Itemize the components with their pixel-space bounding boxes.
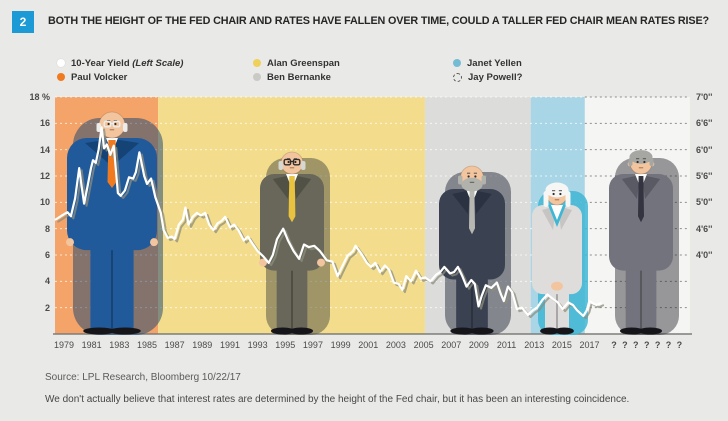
eye bbox=[559, 192, 562, 196]
lapel bbox=[621, 175, 640, 199]
figure-ben-bernanke bbox=[439, 165, 511, 335]
shoe bbox=[540, 327, 560, 335]
shoe bbox=[619, 327, 644, 335]
legend-item-janet-yellen: Janet Yellen bbox=[453, 57, 522, 69]
footnote: We don't actually believe that interest … bbox=[45, 394, 630, 405]
hair bbox=[301, 161, 306, 170]
hair bbox=[545, 182, 569, 198]
paul-volcker-swatch-icon bbox=[57, 73, 65, 81]
hand bbox=[150, 238, 158, 247]
legend-item-alan-greenspan: Alan Greenspan bbox=[253, 57, 340, 69]
hand bbox=[259, 258, 267, 267]
hair bbox=[543, 191, 549, 207]
hair bbox=[96, 123, 101, 132]
lapel bbox=[642, 175, 661, 199]
legend-item-ben-bernanke: Ben Bernanke bbox=[253, 71, 331, 83]
janet-yellen-swatch-icon bbox=[453, 59, 461, 67]
lapel bbox=[272, 175, 291, 199]
legend-label: Alan Greenspan bbox=[267, 57, 340, 69]
ben-bernanke-swatch-icon bbox=[253, 73, 261, 81]
legend-item-jay-powell: Jay Powell? bbox=[453, 71, 522, 83]
hair bbox=[565, 191, 571, 207]
lapel bbox=[473, 190, 492, 214]
hair bbox=[628, 158, 633, 166]
legend-label: Ben Bernanke bbox=[267, 71, 331, 83]
eye bbox=[287, 160, 290, 164]
shoe bbox=[270, 327, 295, 335]
lapel bbox=[113, 139, 139, 163]
legend-label: Jay Powell? bbox=[468, 71, 523, 83]
eye bbox=[107, 122, 110, 126]
legend-item-10-year-yield: 10-Year Yield (Left Scale) bbox=[57, 57, 183, 69]
legend-label: 10-Year Yield (Left Scale) bbox=[71, 57, 184, 69]
tie bbox=[469, 191, 475, 235]
legs bbox=[276, 252, 308, 330]
hair bbox=[458, 175, 463, 185]
slide-number-badge: 2 bbox=[12, 11, 34, 33]
lapel bbox=[293, 175, 312, 199]
eye bbox=[474, 175, 477, 178]
hair bbox=[123, 123, 128, 132]
hand bbox=[66, 238, 74, 247]
legend-label: Janet Yellen bbox=[467, 57, 522, 69]
hair bbox=[278, 161, 283, 170]
hand bbox=[317, 258, 325, 267]
shoe bbox=[554, 327, 574, 335]
shoe bbox=[289, 327, 314, 335]
shoe bbox=[109, 327, 141, 335]
legend-label: Paul Volcker bbox=[71, 71, 128, 83]
shirt bbox=[551, 205, 563, 220]
hair bbox=[481, 175, 486, 185]
eye bbox=[294, 160, 297, 164]
eye bbox=[467, 175, 470, 178]
shoe bbox=[83, 327, 115, 335]
hands-clasped bbox=[551, 281, 563, 291]
tie bbox=[288, 176, 296, 223]
shoe bbox=[469, 327, 494, 335]
source-line: Source: LPL Research, Bloomberg 10/22/17 bbox=[45, 372, 241, 383]
beard bbox=[461, 177, 483, 192]
hair bbox=[629, 150, 653, 164]
alan-greenspan-swatch-icon bbox=[253, 59, 261, 67]
tie bbox=[638, 176, 644, 223]
legend-item-paul-volcker: Paul Volcker bbox=[57, 71, 127, 83]
legs bbox=[625, 252, 657, 330]
figure-alan-greenspan bbox=[259, 151, 330, 335]
hair bbox=[649, 158, 654, 166]
eye bbox=[552, 192, 555, 196]
lapel bbox=[452, 190, 471, 214]
eye bbox=[636, 160, 639, 164]
chart-title: BOTH THE HEIGHT OF THE FED CHAIR AND RAT… bbox=[48, 15, 709, 27]
jay-powell-swatch-icon bbox=[453, 72, 462, 82]
figure-paul-volcker bbox=[66, 111, 163, 335]
yield-line bbox=[54, 126, 602, 318]
eye bbox=[643, 160, 646, 164]
eye bbox=[114, 122, 117, 126]
shoe bbox=[450, 327, 475, 335]
suit-jacket bbox=[67, 138, 157, 251]
suit-jacket bbox=[532, 205, 582, 295]
figure-jay-powell bbox=[609, 150, 679, 335]
legs bbox=[90, 232, 134, 330]
10-year-yield-swatch-icon bbox=[57, 59, 65, 67]
shoe bbox=[638, 327, 663, 335]
